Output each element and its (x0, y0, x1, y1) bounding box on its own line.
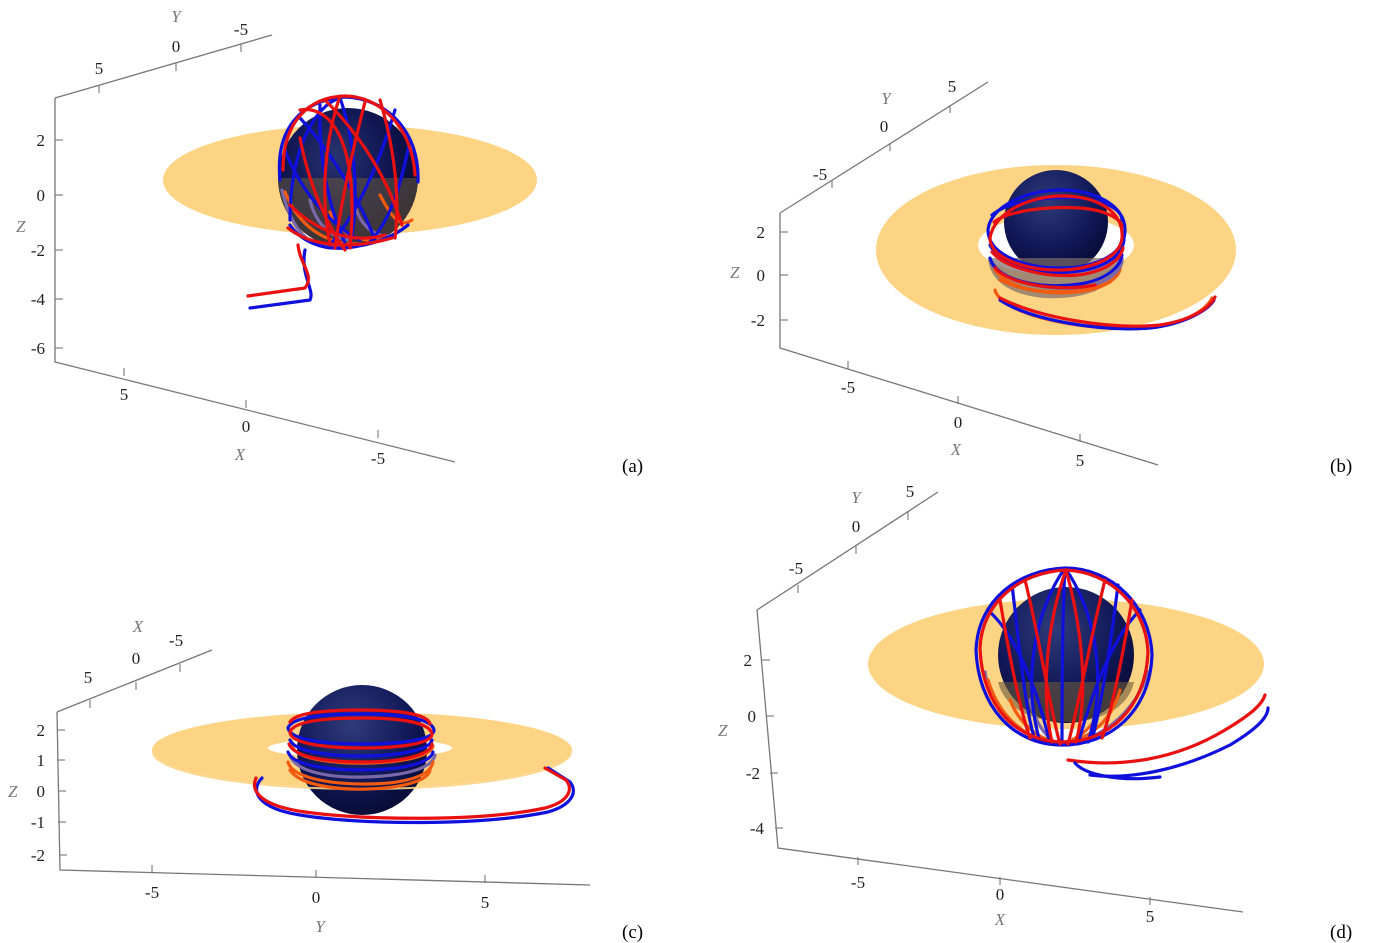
panel-a-label: (a) (622, 456, 643, 477)
panel-d-y-tick-0: -5 (789, 559, 803, 578)
panel-d-x-tick-1: 0 (996, 885, 1005, 904)
panel-a: 2 0 -2 -4 -6 Z 5 0 -5 X 5 0 -5 Y (a) (16, 7, 643, 477)
panel-b-z-axis-label: Z (730, 263, 740, 282)
panel-a-z-axis-label: Z (16, 217, 26, 236)
panel-c-x-axis-label: X (132, 617, 144, 636)
panel-c-z-tick-2: 0 (37, 782, 46, 801)
panel-b-x-tick-2: 5 (1076, 451, 1085, 470)
panel-d-z-tick-1: 0 (748, 707, 757, 726)
panel-b-x-tick-0: -5 (841, 378, 855, 397)
panel-a-y-axis-label: Y (171, 7, 182, 26)
panel-d-x-tick-0: -5 (851, 873, 865, 892)
panel-a-z-tick-1: 0 (37, 186, 46, 205)
panel-b: 2 0 -2 Z -5 0 5 X -5 0 5 Y (b) (730, 77, 1352, 477)
panel-a-x-axis-label: X (234, 445, 246, 464)
panel-d-y-tick-2: 5 (906, 482, 915, 501)
panel-b-y-tick-1: 0 (880, 117, 889, 136)
panel-b-z-tick-0: 2 (757, 223, 766, 242)
panel-b-y-tick-2: 5 (948, 77, 957, 96)
panel-c-z-tick-0: 2 (37, 721, 46, 740)
panel-c-z-tick-3: -1 (31, 813, 45, 832)
panel-d-z-axis-label: Z (718, 721, 728, 740)
panel-c-x-tick-0: 5 (84, 668, 93, 687)
panel-d-y-tick-1: 0 (852, 517, 861, 536)
panel-b-y-tick-0: -5 (813, 165, 827, 184)
panel-b-x-tick-1: 0 (954, 413, 963, 432)
panel-b-x-axis-label: X (950, 440, 962, 459)
panel-b-z-tick-1: 0 (757, 266, 766, 285)
panel-a-y-tick-2: -5 (234, 20, 248, 39)
panel-b-y-axis-label: Y (881, 89, 892, 108)
panel-a-y-tick-1: 0 (172, 37, 181, 56)
panel-c-label: (c) (622, 922, 643, 943)
panel-b-trajectories (986, 188, 1217, 331)
panel-c-trajectories (253, 708, 575, 825)
panel-c-z-axis-label: Z (8, 782, 18, 801)
panel-a-y-tick-0: 5 (95, 59, 104, 78)
panel-a-z-tick-3: -4 (31, 290, 46, 309)
panel-a-x-tick-0: 5 (120, 385, 129, 404)
panel-c-z-tick-1: 1 (37, 751, 46, 770)
panel-a-trajectories (246, 94, 420, 310)
panel-a-z-tick-0: 2 (37, 131, 46, 150)
panel-c-z-tick-4: -2 (31, 846, 45, 865)
panel-b-black-hole (1004, 170, 1108, 274)
panel-d-y-axis-label: Y (851, 488, 862, 507)
panel-b-label: (b) (1330, 456, 1352, 477)
panel-a-z-tick-4: -6 (31, 339, 45, 358)
panel-a-x-tick-1: 0 (242, 417, 251, 436)
panel-a-x-tick-2: -5 (371, 449, 385, 468)
panel-d-z-tick-0: 2 (744, 651, 753, 670)
panel-d-x-tick-2: 5 (1146, 907, 1155, 926)
panel-c-y-tick-1: 0 (312, 888, 321, 907)
panel-d-axes (756, 491, 1244, 913)
panel-c-x-tick-1: 0 (132, 649, 141, 668)
panel-c: 2 1 0 -1 -2 Z -5 0 5 Y 5 0 -5 X (c) (8, 617, 643, 943)
panel-b-z-tick-2: -2 (751, 311, 765, 330)
panel-c-y-tick-0: -5 (145, 883, 159, 902)
panel-d-x-axis-label: X (994, 910, 1006, 929)
panel-a-z-tick-2: -2 (31, 241, 45, 260)
panel-d-label: (d) (1330, 922, 1352, 943)
panel-c-y-tick-2: 5 (481, 893, 490, 912)
panel-d-z-tick-3: -4 (750, 819, 765, 838)
panel-a-axes (54, 34, 456, 463)
panel-c-axes (56, 649, 591, 886)
panel-b-axes (779, 81, 1159, 466)
panel-d-trajectories (974, 566, 1270, 781)
panel-d-z-tick-2: -2 (746, 764, 760, 783)
panel-d: 2 0 -2 -4 Z -5 0 5 X -5 0 5 Y (d) (718, 482, 1352, 943)
panel-c-y-axis-label: Y (315, 917, 326, 936)
panel-c-x-tick-2: -5 (169, 631, 183, 650)
